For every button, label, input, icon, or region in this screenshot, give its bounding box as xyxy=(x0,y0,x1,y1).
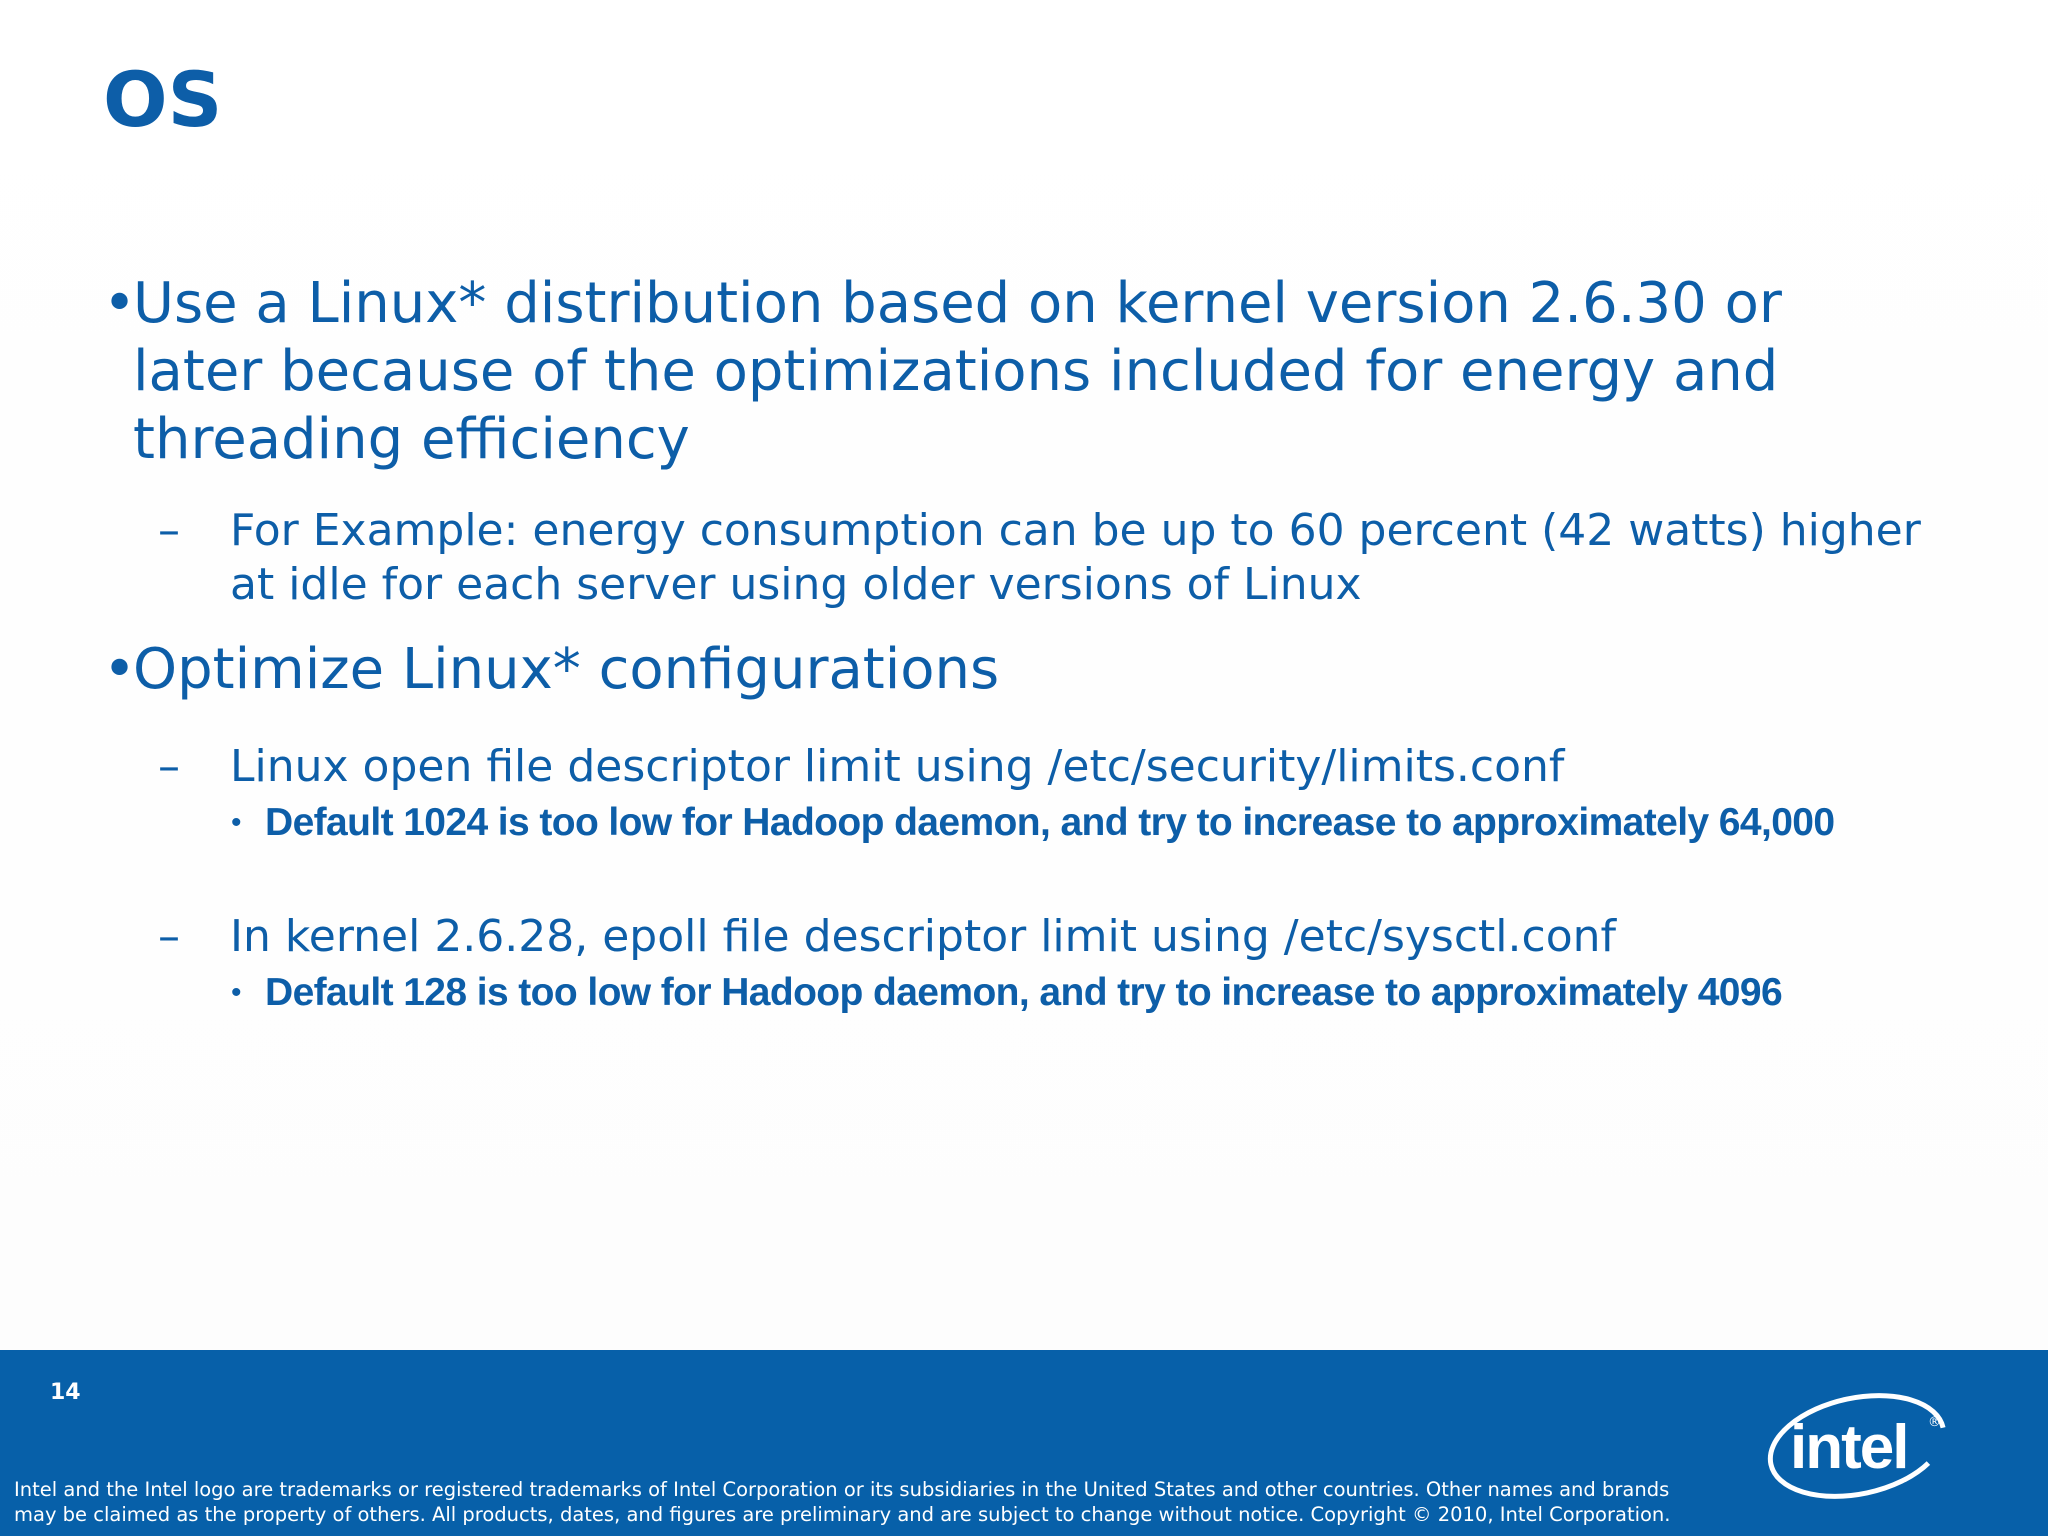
detail-bullet-default-1024: • Default 1024 is too low for Hadoop dae… xyxy=(103,798,1923,848)
bullet-2-text: Optimize Linux* configurations xyxy=(133,637,1000,702)
sub-bullet-energy-example-text: For Example: energy consumption can be u… xyxy=(230,505,1921,610)
dash-marker: – xyxy=(158,741,180,792)
dot-marker: • xyxy=(231,806,242,839)
intel-logo: intel ® xyxy=(1767,1393,1947,1499)
sub-bullet-file-descriptor-text: Linux open file descriptor limit using /… xyxy=(230,741,1565,792)
bullet-marker: • xyxy=(103,637,137,702)
dot-marker: • xyxy=(231,976,242,1009)
footer-bar: 14 intel ® Intel and the Intel logo are … xyxy=(0,1350,2048,1536)
slide-body: OS • Use a Linux* distribution based on … xyxy=(0,0,2048,1350)
slide-title: OS xyxy=(103,55,223,144)
bullet-marker: • xyxy=(103,271,137,336)
dash-marker: – xyxy=(158,911,180,962)
detail-bullet-default-128-text: Default 128 is too low for Hadoop daemon… xyxy=(265,971,1783,1014)
sub-bullet-epoll-text: In kernel 2.6.28, epoll file descriptor … xyxy=(230,911,1616,962)
intel-logo-swoosh xyxy=(1767,1393,1947,1499)
detail-bullet-default-128: • Default 128 is too low for Hadoop daem… xyxy=(103,968,1923,1018)
bullet-2: • Optimize Linux* configurations xyxy=(103,636,1923,704)
dash-marker: – xyxy=(158,505,180,556)
sub-bullet-energy-example: – For Example: energy consumption can be… xyxy=(103,504,1923,612)
sub-bullet-file-descriptor: – Linux open file descriptor limit using… xyxy=(103,740,1923,794)
registered-mark: ® xyxy=(1928,1415,1941,1430)
legal-disclaimer: Intel and the Intel logo are trademarks … xyxy=(14,1477,1774,1527)
intel-logo-wordmark: intel xyxy=(1790,1413,1907,1482)
bullet-1-text: Use a Linux* distribution based on kerne… xyxy=(133,271,1782,472)
page-number: 14 xyxy=(50,1380,81,1405)
bullet-1: • Use a Linux* distribution based on ker… xyxy=(103,270,1923,474)
detail-bullet-default-1024-text: Default 1024 is too low for Hadoop daemo… xyxy=(265,801,1835,844)
bullet-content: • Use a Linux* distribution based on ker… xyxy=(103,270,1923,1018)
sub-bullet-epoll: – In kernel 2.6.28, epoll file descripto… xyxy=(103,910,1923,964)
legal-line-1: Intel and the Intel logo are trademarks … xyxy=(14,1478,1670,1501)
legal-line-2: may be claimed as the property of others… xyxy=(14,1503,1671,1526)
